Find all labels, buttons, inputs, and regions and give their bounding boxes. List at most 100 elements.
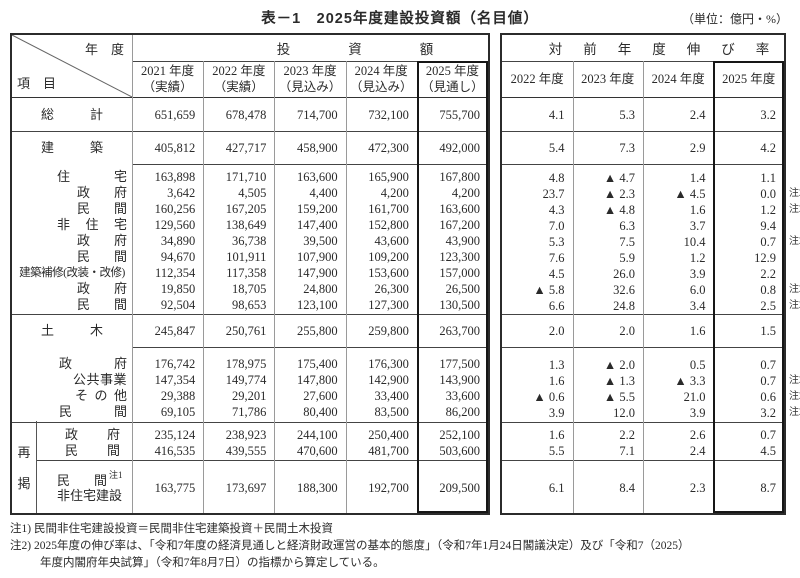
label-char: 民 — [65, 443, 79, 458]
group-header-char: 対 — [548, 42, 563, 57]
row-label-text: 民間 — [77, 249, 127, 265]
value-cell: 83,500 — [374, 405, 409, 419]
row-label-text: 住宅 — [57, 169, 127, 185]
row-label-text: その他 — [75, 388, 127, 404]
year-label: 2023 年度 — [283, 64, 337, 78]
rate-cell: 1.4 — [689, 171, 706, 185]
label-char: 計 — [89, 106, 103, 122]
rate-cell: 4.8 — [548, 171, 565, 185]
table-row: 3.9 12.0 3.9 3.2 注2 — [502, 405, 800, 421]
value-cell: 492,000 — [439, 141, 481, 155]
group-header-char: 率 — [755, 42, 770, 57]
value-cell: 171,710 — [225, 170, 267, 184]
footnotes: 注1) 民間非住宅建設投資＝民間非住宅建築投資＋民間土木投資 注2) 2025年… — [10, 521, 689, 572]
footnote-2-line1: 注2) 2025年度の伸び率は、「令和7年度の経済見通しと経済財政運営の基本的態… — [10, 540, 690, 552]
rate-cell: 5.3 — [619, 107, 635, 122]
rate-cell: 12.0 — [613, 406, 635, 420]
label-char: 政 — [65, 427, 79, 442]
note-ref: 注2 — [789, 391, 800, 402]
regroup-char: 再 — [17, 445, 31, 460]
table-row: 4.5 26.0 3.9 2.2 — [502, 266, 784, 282]
value-cell: 163,898 — [154, 170, 196, 184]
rate-cell: 5.3 — [548, 235, 565, 249]
row-label-text: 政府 — [77, 185, 127, 201]
grid-line — [573, 61, 574, 513]
rate-cell: 2.0 — [548, 324, 565, 338]
table-row: 政府 34,890 36,738 39,500 43,600 43,900 — [12, 233, 488, 249]
value-cell: 209,500 — [439, 480, 481, 495]
rate-cell: 1.1 — [760, 171, 776, 185]
row-label-text: 政府 — [77, 281, 127, 297]
label-char: 間 — [113, 249, 127, 264]
value-cell: 80,400 — [303, 405, 338, 419]
table-section: 総計 651,659 678,478 714,700 732,100 755,700 — [12, 98, 488, 131]
value-cell: 252,100 — [439, 428, 481, 442]
row-label-text: 民間 — [77, 297, 127, 313]
value-cell: 163,600 — [439, 202, 481, 216]
row-label: 民間 — [12, 249, 132, 265]
rate-cell: 12.9 — [754, 251, 776, 265]
value-cell: 101,911 — [226, 250, 267, 264]
column-header-2022: 2022 年度 （実績） — [203, 61, 274, 97]
rate-cell: 1.2 — [760, 203, 776, 217]
value-cell: 147,900 — [296, 266, 338, 280]
table-row: 7.0 6.3 3.7 9.4 — [502, 218, 784, 234]
value-cell: 755,700 — [439, 107, 481, 122]
value-cell: 26,300 — [374, 282, 409, 296]
year-label: 2025 年度 — [425, 64, 479, 78]
rate-cell: 32.6 — [613, 283, 635, 297]
label-char: 住 — [57, 169, 71, 184]
table-section: 政府 235,124 238,923 244,100 250,400 252,100 民間 4… — [12, 422, 488, 460]
value-cell: 178,975 — [225, 357, 267, 371]
rate-cell: 5.5 — [548, 444, 565, 458]
rate-cell: 4.3 — [548, 203, 565, 217]
rate-cell: 7.5 — [619, 235, 635, 249]
value-cell: 123,100 — [296, 298, 338, 312]
rate-cell: 1.6 — [689, 324, 706, 338]
value-cell: 19,850 — [160, 282, 196, 296]
label-char: 民 — [59, 404, 73, 419]
rate-cell: 3.9 — [548, 406, 565, 420]
rate-cell: 2.5 — [760, 299, 776, 313]
value-cell: 71,786 — [232, 405, 267, 419]
value-cell: 192,700 — [368, 480, 409, 495]
year-label: 2021 年度 — [141, 64, 195, 78]
row-label-text: 土木 — [41, 323, 103, 339]
row-label-text: 民間注1 非住宅建設 — [57, 470, 123, 503]
value-cell: 147,400 — [296, 218, 338, 232]
value-cell: 26,500 — [445, 282, 481, 296]
value-cell: 732,100 — [368, 107, 409, 122]
rate-cell: 0.5 — [689, 358, 706, 372]
value-cell: 98,653 — [232, 298, 267, 312]
table-row: 民間 416,535 439,555 470,600 481,700 503,600 — [12, 443, 488, 459]
table-row: 民間 92,504 98,653 123,100 127,300 130,500 — [12, 297, 488, 313]
rate-cell: 2.6 — [689, 428, 706, 442]
rate-cell: ▲ 0.6 — [533, 390, 565, 404]
column-header-2025: 2025 年度 — [722, 72, 776, 86]
table-section: 住宅 163,898 171,710 163,600 165,900 167,800 政府 3… — [12, 164, 488, 314]
group-header-char: 額 — [419, 42, 434, 57]
table-row: ▲ 5.8 32.6 6.0 0.8 注2 — [502, 282, 800, 298]
value-cell: 39,500 — [303, 234, 338, 248]
value-cell: 167,205 — [225, 202, 267, 216]
note-ref: 注2 — [789, 236, 800, 247]
table-section: 4.8 ▲ 4.7 1.4 1.1 23.7 ▲ 2.3 ▲ 4.5 0.0 注2 4.3 ▲ 4.… — [502, 164, 800, 314]
year-label: 2024 年度 — [354, 64, 408, 78]
value-cell: 147,354 — [154, 373, 196, 387]
label-char: 間 — [113, 297, 127, 312]
value-cell: 175,400 — [296, 357, 338, 371]
group-header-char: 年 — [617, 42, 632, 57]
value-cell: 29,201 — [232, 389, 267, 403]
label-char: 府 — [106, 427, 120, 442]
row-label: その他 — [12, 388, 132, 404]
table-row: 土木 245,847 250,761 255,800 259,800 263,700 — [12, 315, 488, 347]
column-header-2023: 2023 年度 （見込み） — [274, 61, 345, 97]
value-cell: 167,200 — [439, 218, 481, 232]
column-header-2024: 2024 年度 （見込み） — [346, 61, 417, 97]
row-label-text: 建築補修(改装・改修) — [19, 267, 125, 279]
regroup-vertical-label: 再掲 — [12, 421, 37, 513]
row-label: 民間 — [12, 201, 132, 217]
value-cell: 4,200 — [380, 186, 409, 200]
value-cell: 142,900 — [368, 373, 409, 387]
investment-table: 年 度 項 目 投 資 額 2021 年度 （実績） 2022 年度 （実績） 2023… — [10, 33, 490, 515]
